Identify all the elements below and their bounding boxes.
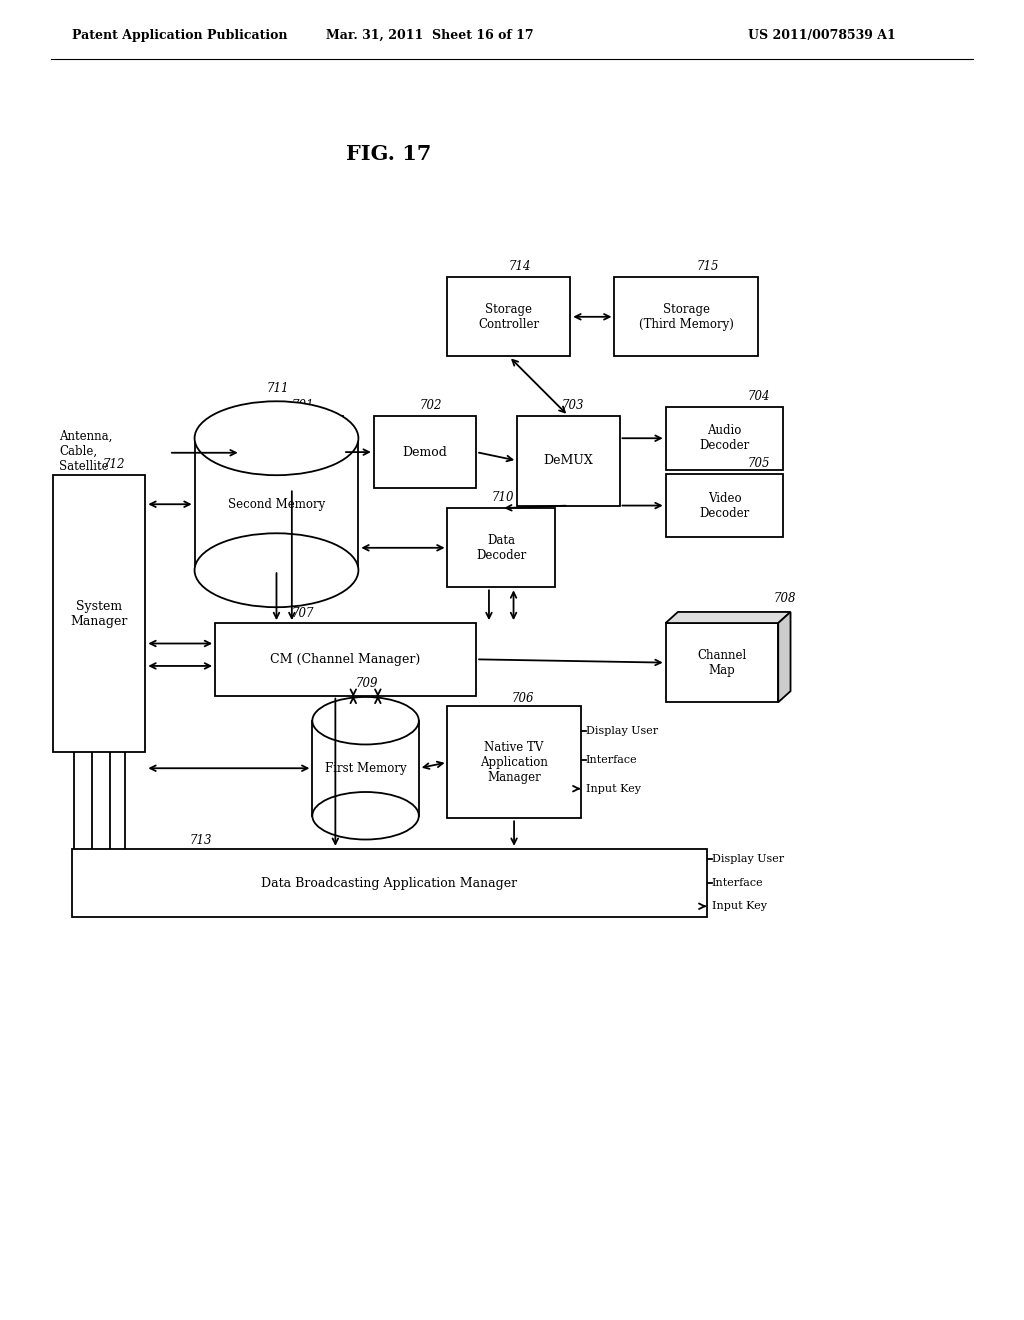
Text: 711: 711 — [266, 381, 289, 395]
Ellipse shape — [195, 533, 358, 607]
Text: Input Key: Input Key — [712, 902, 767, 911]
Text: Patent Application Publication: Patent Application Publication — [72, 29, 287, 42]
Text: Channel
Map: Channel Map — [697, 648, 746, 677]
Ellipse shape — [312, 792, 419, 840]
Text: Second Memory: Second Memory — [228, 498, 325, 511]
Text: Native TV
Application
Manager: Native TV Application Manager — [480, 741, 548, 784]
Text: US 2011/0078539 A1: US 2011/0078539 A1 — [748, 29, 895, 42]
Text: DeMUX: DeMUX — [544, 454, 593, 467]
Ellipse shape — [195, 401, 358, 475]
Bar — [53, 475, 145, 752]
Bar — [666, 407, 783, 470]
Bar — [241, 416, 343, 488]
Text: 712: 712 — [102, 458, 125, 471]
Text: 707: 707 — [292, 607, 314, 620]
Text: Display User: Display User — [712, 854, 783, 865]
Text: Tuner: Tuner — [273, 446, 310, 458]
Text: 704: 704 — [748, 389, 770, 403]
Text: 702: 702 — [420, 399, 442, 412]
Polygon shape — [778, 612, 791, 702]
Text: 705: 705 — [748, 457, 770, 470]
Text: CM (Channel Manager): CM (Channel Manager) — [270, 653, 421, 665]
Text: Interface: Interface — [712, 878, 763, 888]
Text: System
Manager: System Manager — [71, 599, 128, 628]
Text: 708: 708 — [773, 593, 796, 606]
Text: 701: 701 — [292, 399, 314, 412]
Text: Input Key: Input Key — [586, 784, 641, 793]
Text: Audio
Decoder: Audio Decoder — [699, 424, 750, 453]
Text: Storage
Controller: Storage Controller — [478, 302, 540, 331]
Text: Mar. 31, 2011  Sheet 16 of 17: Mar. 31, 2011 Sheet 16 of 17 — [327, 29, 534, 42]
Text: Storage
(Third Memory): Storage (Third Memory) — [639, 302, 733, 331]
Bar — [447, 508, 555, 587]
Polygon shape — [666, 612, 791, 623]
Text: 710: 710 — [492, 491, 514, 504]
Text: 714: 714 — [509, 260, 531, 273]
Text: Display User: Display User — [586, 726, 657, 737]
Text: Interface: Interface — [586, 755, 637, 764]
Bar — [215, 623, 476, 696]
Text: Demod: Demod — [402, 446, 447, 458]
Text: FIG. 17: FIG. 17 — [346, 144, 432, 165]
Bar — [666, 474, 783, 537]
Bar — [447, 277, 570, 356]
Bar — [72, 849, 707, 917]
Text: Data
Decoder: Data Decoder — [476, 533, 526, 562]
Bar — [614, 277, 758, 356]
Bar — [447, 706, 581, 818]
Text: 715: 715 — [696, 260, 719, 273]
Bar — [666, 623, 778, 702]
Text: Antenna,
Cable,
Satellite: Antenna, Cable, Satellite — [59, 430, 113, 473]
Bar — [312, 721, 419, 816]
Text: First Memory: First Memory — [325, 762, 407, 775]
Text: 703: 703 — [561, 399, 584, 412]
Bar — [517, 416, 620, 506]
Bar — [195, 438, 358, 570]
Text: 713: 713 — [189, 834, 212, 847]
Ellipse shape — [312, 697, 419, 744]
Text: Video
Decoder: Video Decoder — [699, 491, 750, 520]
Bar — [374, 416, 476, 488]
Text: Data Broadcasting Application Manager: Data Broadcasting Application Manager — [261, 876, 517, 890]
Text: 709: 709 — [355, 677, 378, 690]
Text: 706: 706 — [512, 692, 535, 705]
